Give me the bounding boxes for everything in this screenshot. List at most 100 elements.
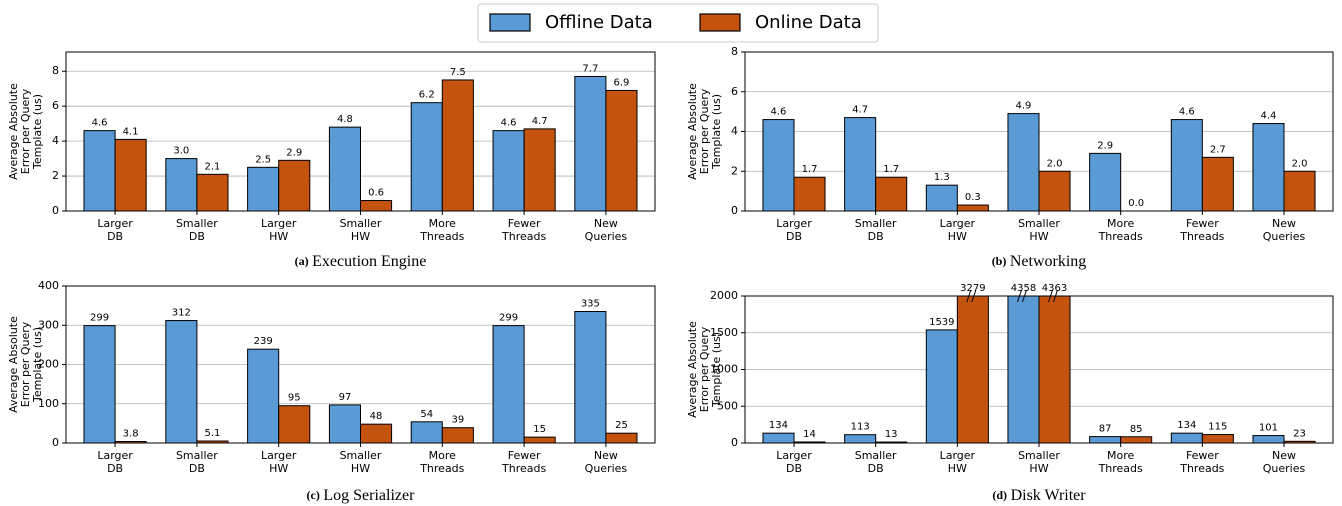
bar [247,166,280,211]
value-label: 134 [1177,420,1196,431]
x-tick-label: Threads [501,230,546,243]
legend-label: Online Data [755,12,862,33]
caption-label: (a) [295,254,309,268]
y-tick-label: 0 [731,436,738,449]
x-tick-label: Smaller [1018,217,1060,230]
y-tick-label: 1000 [710,363,738,376]
value-label: 101 [1259,423,1278,434]
value-label: 13 [885,429,898,440]
x-tick-label: HW [1029,462,1048,475]
value-label: 25 [615,420,628,431]
value-label: 1539 [929,317,954,328]
value-label: 97 [339,392,352,403]
bar [196,173,229,211]
value-label: 4363 [1042,283,1067,294]
bars [83,311,638,443]
value-label: 48 [370,411,383,422]
value-label: 4358 [1011,283,1036,294]
bar [114,441,147,443]
x-tick-label: More [1107,449,1135,462]
y-axis-label: Error per Query [19,321,32,407]
y-tick-label: 2 [52,169,59,182]
x-tick-label: Fewer [1186,449,1219,462]
x-tick-label: DB [189,462,205,475]
value-label: 5.1 [204,428,220,439]
bar [360,200,393,211]
y-tick-label: 200 [38,358,59,371]
axes-frame [65,51,656,212]
bar [1089,152,1122,211]
value-label: 3.0 [173,146,189,157]
y-tick-label: 8 [52,64,59,77]
bar [523,436,556,443]
value-label: 1.7 [883,164,899,175]
x-tick-label: Larger [940,217,976,230]
bar [844,117,877,211]
x-tick-label: Fewer [1186,217,1219,230]
value-label: 6.9 [614,77,630,88]
bar [1089,436,1122,443]
bar [605,89,638,211]
bar [875,176,908,211]
bar [1283,440,1316,443]
caption-label: (d) [992,488,1007,502]
x-tick-label: HW [351,462,370,475]
x-tick-label: DB [107,462,123,475]
bar [523,128,556,211]
axes-frame [744,295,1334,444]
value-label: 0.3 [965,192,981,203]
x-tick-label: Larger [97,217,133,230]
bar [165,320,198,443]
bar [492,325,525,443]
bar [83,130,116,211]
y-axis-label: Template (us) [710,94,723,170]
bar [605,432,638,443]
value-label: 15 [533,424,546,435]
value-label: 54 [420,409,433,420]
bar [410,421,443,443]
y-axis-label: Average Absolute [7,83,20,180]
y-tick-label: 2000 [710,289,738,302]
y-tick-label: 0 [731,204,738,217]
y-tick-label: 1500 [710,326,738,339]
value-label: 335 [581,299,600,310]
bar [1170,432,1203,443]
value-label: 299 [499,313,518,324]
x-tick-label: HW [948,230,967,243]
x-tick-label: New [594,217,618,230]
bar [1120,436,1153,443]
x-tick-label: Larger [261,217,297,230]
value-label: 23 [1293,428,1306,439]
x-tick-label: Smaller [855,449,897,462]
value-label: 312 [172,308,191,319]
bar [574,311,607,443]
x-tick-label: DB [189,230,205,243]
value-label: 4.6 [92,118,108,129]
x-tick-label: HW [351,230,370,243]
value-label: 4.6 [771,107,787,118]
caption: (c) Log Serializer [307,487,416,504]
x-tick-label: DB [868,230,884,243]
bar [278,159,311,211]
y-axis-label: Error per Query [19,88,32,174]
bar [574,75,607,211]
value-label: 299 [90,313,109,324]
x-tick-label: HW [1029,230,1048,243]
bar [1252,435,1285,443]
y-tick-label: 8 [731,45,738,58]
x-tick-label: New [1272,449,1296,462]
x-tick-label: Queries [585,462,628,475]
axes-frame [65,285,656,444]
bar [441,427,474,443]
x-tick-label: Larger [940,449,976,462]
value-label: 1.7 [802,164,818,175]
x-tick-label: HW [948,462,967,475]
value-label: 2.5 [255,154,271,165]
x-tick-label: Larger [97,449,133,462]
value-label: 2.0 [1292,158,1308,169]
bar [762,119,795,211]
y-tick-label: 100 [38,397,59,410]
value-label: 2.9 [1097,140,1113,151]
bar [492,130,525,211]
